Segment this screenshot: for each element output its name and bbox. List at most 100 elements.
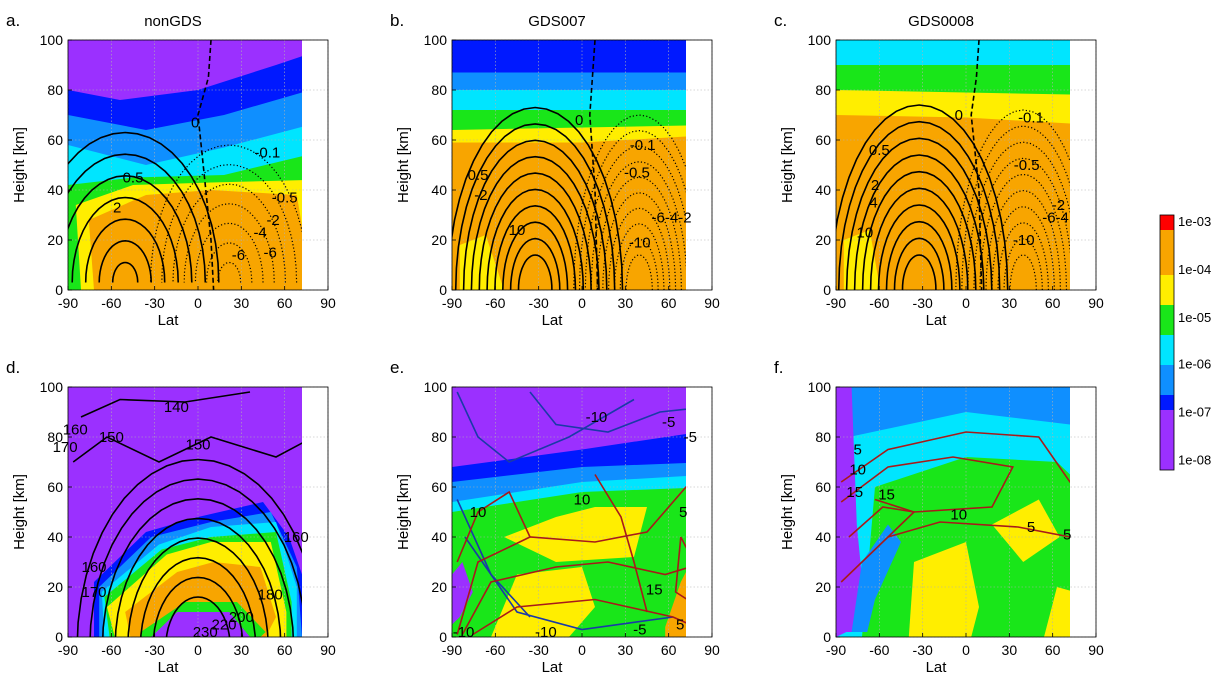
x-axis-label: Lat [542,659,564,676]
y-tick-label: 100 [808,32,832,48]
x-tick-label: -30 [145,295,165,311]
contour-label: 160 [63,422,88,439]
color-level [459,235,504,290]
y-tick-label: 100 [40,379,64,395]
contour-label: 15 [846,484,863,501]
contour-line [462,139,608,290]
contour-line [114,517,282,637]
contour-line [206,242,253,283]
y-tick-label: 80 [47,429,63,445]
x-tick-label: -30 [913,295,933,311]
y-tick-label: 100 [808,379,832,395]
contour-label: 5 [679,504,687,521]
x-tick-label: -60 [869,642,889,658]
contour-line [608,207,671,290]
contour-line [461,561,686,635]
contour-line [961,125,1070,290]
y-tick-label: 60 [815,132,831,148]
contour-label: -4 [253,225,266,242]
colorbar: 1e-03 1e-04 1e-05 1e-06 1e-07 1e-08 [1159,214,1211,471]
contour-label: -6 [232,247,245,264]
y-axis-label: Height [km] [11,474,28,550]
contour-line [183,203,275,283]
panel-title: GDS0008 [908,13,974,30]
contour-label: 10 [574,492,591,509]
contour-label: 10 [950,507,967,524]
contour-line [594,474,648,613]
contour-line [517,254,553,290]
contour-label: -0.1 [630,137,656,154]
contour-label: -10 [629,235,651,252]
contour-line [840,431,1070,483]
contour-line [885,220,953,290]
y-tick-label: 20 [815,232,831,248]
x-axis-label: Lat [158,312,180,329]
contour-label: 15 [646,582,663,599]
contour-label: -2 [1052,197,1065,214]
chart-panel: 5 10 15 15 10 5 5 -90 -60 -30 0 30 60 90 0 20 40 60 80 100 L… [774,358,1104,676]
colorbar-swatch [1160,365,1174,395]
panel-title: GDS007 [528,13,586,30]
contour-label: 0 [191,115,199,132]
contour-line [68,153,207,283]
x-tick-label: 90 [320,642,336,658]
contour-label: 5 [853,442,861,459]
contour-line [985,189,1061,290]
contour-label: -10 [586,409,608,426]
contour-label: 10 [849,462,866,479]
y-tick-label: 60 [431,132,447,148]
y-tick-label: 20 [431,579,447,595]
contour-label: -0.5 [272,190,298,207]
contour-label: -0.1 [254,145,280,162]
y-tick-label: 80 [47,82,63,98]
contour-label: 2 [871,177,879,194]
contour-line [836,104,1009,290]
colorbar-swatch [1160,395,1174,410]
contour-line [869,187,969,290]
contour-line [98,239,152,283]
contour-label: 5 [1063,527,1071,544]
contour-line [68,131,220,283]
contour-line [529,391,686,433]
colorbar-label: 1e-08 [1178,453,1211,468]
x-tick-label: -30 [529,642,549,658]
contour-label: 140 [164,399,189,416]
color-level [491,567,595,637]
panel-letter: d. [6,358,20,377]
chart-panel: 0 0.5 -0.1 -0.5 -2 -6-4-2 10 -10 -90 -60 -30 0 30 60 9… [390,11,720,329]
color-level [851,524,901,632]
x-tick-label: 60 [277,642,293,658]
x-tick-label: -90 [58,295,78,311]
contour-line [456,490,531,563]
x-tick-label: 90 [320,295,336,311]
contour-line [1003,238,1043,290]
y-tick-label: 80 [431,429,447,445]
contour-label: -5 [662,414,675,431]
contour-line [494,204,577,290]
contour-label: 200 [229,609,254,626]
contour-line [472,598,686,636]
contour-label: 160 [81,559,106,576]
contour-label: 0.5 [869,142,890,159]
contour-label: 10 [857,225,874,242]
contour-line [111,261,139,283]
contour-label: 10 [509,222,526,239]
colorbar-label: 1e-05 [1178,310,1211,325]
contour-label: -5 [684,429,697,446]
x-tick-label: 60 [1045,295,1061,311]
x-tick-label: 30 [1002,642,1018,658]
x-tick-label: -60 [485,642,505,658]
y-tick-label: 0 [823,629,831,645]
x-tick-label: -90 [442,295,462,311]
y-tick-label: 20 [815,579,831,595]
contour-label: 160 [284,529,309,546]
contour-label: 4 [869,195,877,212]
contour-label: 5 [676,617,684,634]
contour-line [967,141,1070,290]
contour-line [127,537,269,637]
y-tick-label: 0 [439,629,447,645]
contour-line [140,556,256,637]
contour-line [165,596,231,637]
colorbar-swatch [1160,215,1174,230]
contour-line [72,436,302,463]
